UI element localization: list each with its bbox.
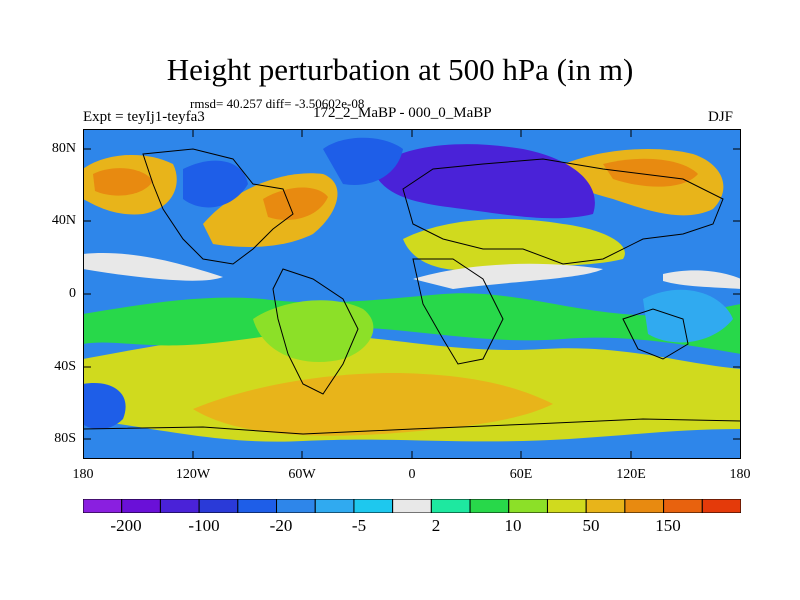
colorbar-label: -100 (188, 516, 220, 535)
lat-label-0: 0 (69, 286, 76, 301)
colorbar-label: 2 (431, 516, 441, 535)
lat-label-40s: 40S (54, 359, 76, 374)
southern-positive-core (193, 373, 553, 436)
lon-label-120w: 120W (175, 467, 211, 482)
colorbar-label: 10 (504, 516, 522, 535)
colorbar-box (701, 499, 741, 513)
rmsd-diff-stats: rmsd= 40.257 diff= -3.50602e-08 (190, 96, 365, 111)
colorbar-label: -20 (269, 516, 293, 535)
colorbar-box (237, 499, 278, 513)
lon-label-120e: 120E (616, 467, 646, 482)
pacific-low (183, 160, 248, 208)
experiment-label: Expt = teyIj1-teyfa3 (83, 109, 205, 125)
plot-title: Height perturbation at 500 hPa (in m) (166, 52, 634, 87)
south-america-yellow (253, 300, 374, 363)
colorbar-label: -200 (110, 516, 142, 535)
tropical-green-band (83, 293, 741, 354)
lat-label-80n: 80N (51, 141, 76, 156)
eurasia-low (373, 144, 595, 219)
colorbar-box (314, 499, 355, 513)
colorbar-box (276, 499, 316, 513)
colorbar-box (353, 499, 394, 513)
north-pacific-core (93, 168, 153, 196)
south-pacific-low (83, 383, 126, 429)
east-pacific-zero-band (663, 270, 741, 289)
coastline-layer (83, 148, 741, 435)
lon-label-180e: 180 (729, 467, 751, 482)
contour-fill-layer (83, 129, 741, 459)
colorbar-box (546, 499, 587, 513)
colorbar-box (392, 499, 432, 513)
colorbar-box (469, 499, 510, 513)
colorbar-label: -5 (351, 516, 367, 535)
lat-label-80s: 80S (54, 431, 76, 446)
colorbar-label: 150 (655, 516, 681, 535)
asia-core (603, 158, 698, 187)
contour-map (83, 129, 741, 459)
lon-label-180w: 180 (72, 467, 94, 482)
europe-yellow-band (403, 219, 625, 271)
colorbar-box (83, 499, 123, 513)
colorbar-box (663, 499, 703, 513)
colorbar-box (121, 499, 161, 513)
north-pacific-zero-band (83, 253, 223, 281)
north-america-core (263, 187, 328, 220)
indian-ocean-low (643, 289, 733, 343)
colorbar-box (159, 499, 200, 513)
lat-label-40n: 40N (51, 213, 76, 228)
atlantic-zero-band (413, 263, 603, 289)
season-label: DJF (708, 109, 734, 125)
colorbar-box (430, 499, 471, 513)
lon-label-0: 0 (408, 467, 416, 482)
north-atlantic-low (323, 137, 403, 185)
lon-label-60w: 60W (288, 467, 316, 482)
colorbar (83, 499, 741, 513)
colorbar-box (624, 499, 665, 513)
period-label: 172_2_MaBP - 000_0_MaBP (313, 105, 492, 121)
colorbar-label: 50 (582, 516, 600, 535)
colorbar-box (508, 499, 548, 513)
lon-label-60e: 60E (509, 467, 533, 482)
colorbar-box (198, 499, 239, 513)
tick-marks (83, 129, 741, 459)
colorbar-box (585, 499, 626, 513)
